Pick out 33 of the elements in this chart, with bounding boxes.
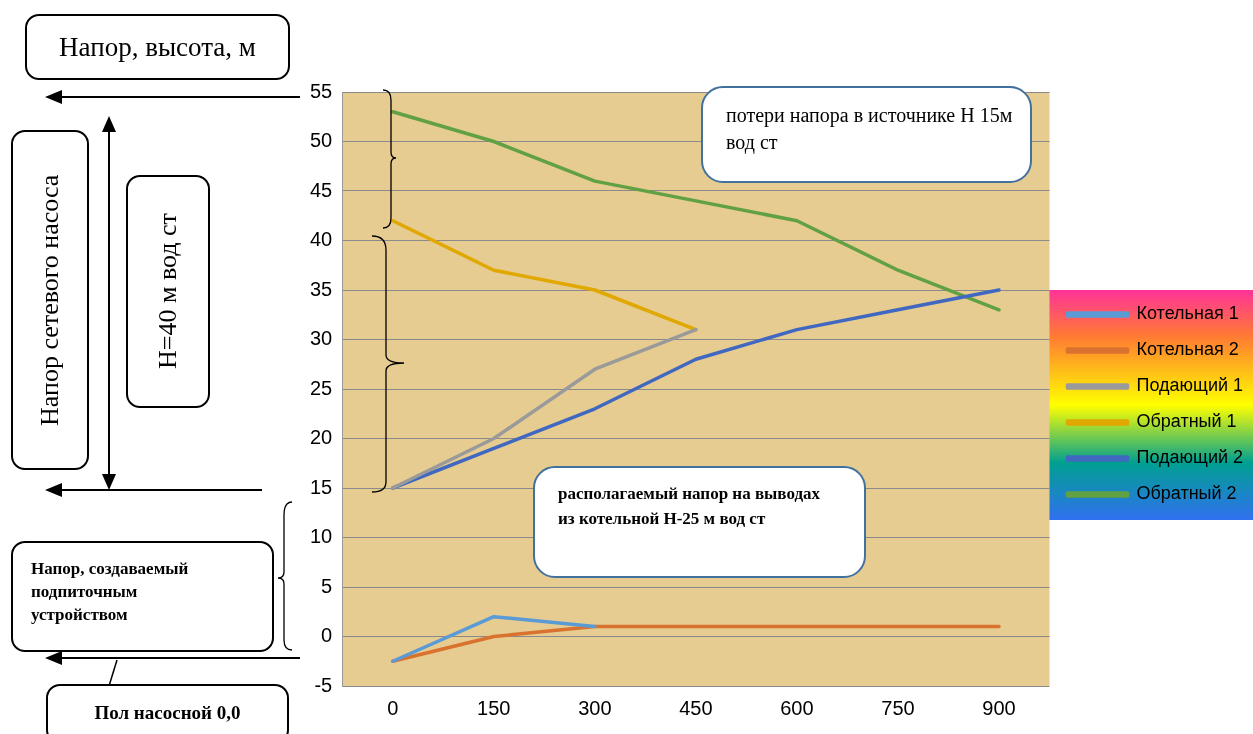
y-tick-label: 0: [321, 624, 333, 647]
annotation: располагаемый напор на выводах из котельной Н-25 м вод ст: [558, 483, 821, 530]
y-tick-label: 15: [310, 475, 333, 498]
y-tick-label: 25: [310, 376, 333, 399]
y-tick-label: 55: [310, 79, 333, 102]
x-tick-label: 300: [578, 696, 612, 719]
y-tick-label: 10: [310, 525, 333, 548]
x-tick-label: 600: [780, 696, 814, 719]
annotation: потери напора в источнике Н 15м вод ст: [726, 103, 1014, 156]
y-tick-label: 40: [310, 228, 333, 251]
legend-label: Обратный 1: [1136, 411, 1237, 432]
text: Пол насосной 0,0: [46, 684, 289, 734]
text: Напор сетевого насоса: [11, 130, 89, 470]
legend-label: Подающий 2: [1136, 447, 1243, 468]
x-tick-label: 900: [982, 696, 1016, 719]
text: H=40 м вод ст: [126, 175, 210, 408]
legend-label: Котельная 1: [1136, 303, 1239, 324]
y-tick-label: 5: [321, 574, 333, 597]
x-tick-label: 150: [477, 696, 511, 719]
y-tick-label: 50: [310, 129, 333, 152]
y-tick-label: 45: [310, 178, 333, 201]
x-tick-label: 450: [679, 696, 713, 719]
x-tick-label: 750: [881, 696, 915, 719]
y-tick-label: -5: [314, 673, 333, 696]
x-tick-label: 0: [387, 696, 399, 719]
y-tick-label: 35: [310, 277, 333, 300]
y-axis-title: Напор, высота, м: [25, 14, 290, 80]
text: Напор, создаваемый подпиточным устройством: [11, 541, 274, 652]
legend-label: Обратный 2: [1136, 483, 1237, 504]
legend-label: Котельная 2: [1136, 339, 1239, 360]
y-tick-label: 20: [310, 426, 333, 449]
legend-label: Подающий 1: [1136, 375, 1243, 396]
y-tick-label: 30: [310, 327, 333, 350]
